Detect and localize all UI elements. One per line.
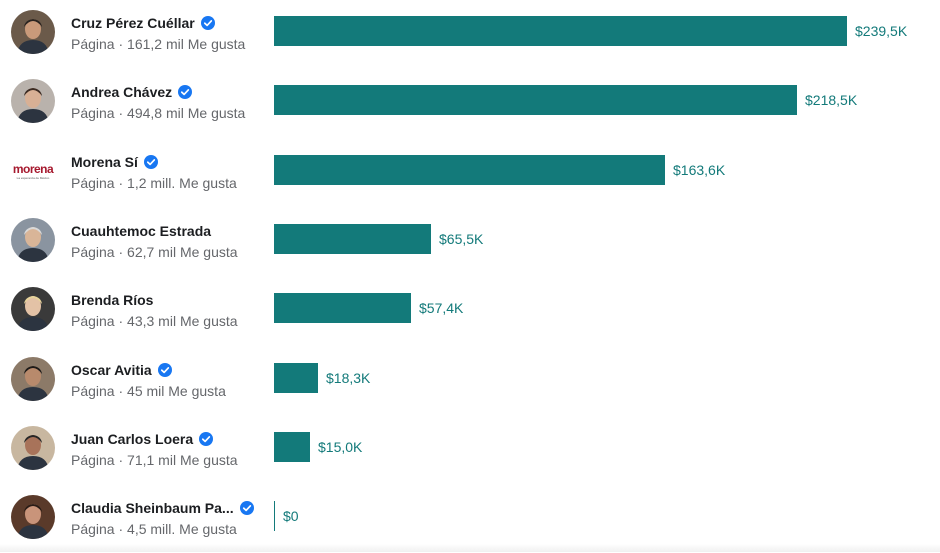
data-label: $239,5K	[855, 23, 908, 39]
bar	[274, 224, 431, 254]
chart-row: Andrea Chávez Página · 494,8 mil Me gust…	[0, 69, 940, 137]
page-subtitle: Página · 4,5 mill. Me gusta	[71, 521, 237, 537]
page-subtitle: Página · 62,7 mil Me gusta	[71, 244, 238, 260]
avatar[interactable]	[11, 495, 55, 539]
morena-logo[interactable]: morena La esperanza de México	[11, 149, 55, 193]
bar	[274, 293, 411, 323]
chart-row: morena La esperanza de México Morena Sí Pá…	[0, 139, 940, 207]
bar	[274, 155, 665, 185]
data-label: $57,4K	[419, 300, 464, 316]
chart-row: Oscar Avitia Página · 45 mil Me gusta $18…	[0, 347, 940, 415]
page-subtitle: Página · 494,8 mil Me gusta	[71, 105, 246, 121]
avatar[interactable]	[11, 10, 55, 54]
chart-row: Cuauhtemoc Estrada Página · 62,7 mil Me g…	[0, 208, 940, 276]
tick-label[interactable]: Claudia Sheinbaum Pa...	[71, 500, 234, 516]
tick-label[interactable]: Morena Sí	[71, 154, 138, 170]
bar	[274, 501, 275, 531]
verified-badge-icon	[178, 85, 193, 99]
page-subtitle: Página · 43,3 mil Me gusta	[71, 313, 238, 329]
data-label: $0	[283, 508, 299, 524]
verified-badge-icon	[200, 16, 215, 30]
tick-label[interactable]: Cuauhtemoc Estrada	[71, 223, 212, 239]
tick-label[interactable]: Oscar Avitia	[71, 362, 152, 378]
verified-badge-icon	[157, 363, 172, 377]
page-name-line: Cuauhtemoc Estrada	[71, 223, 211, 239]
page-subtitle: Página · 161,2 mil Me gusta	[71, 36, 246, 52]
morena-logo-text: morena	[12, 162, 54, 176]
data-label: $163,6K	[673, 162, 726, 178]
verified-badge-icon	[143, 155, 158, 169]
tick-label[interactable]: Brenda Ríos	[71, 292, 154, 308]
verified-badge-icon	[239, 501, 254, 515]
tick-label[interactable]: Juan Carlos Loera	[71, 431, 194, 447]
data-label: $18,3K	[326, 370, 371, 386]
page-name-line: Claudia Sheinbaum Pa...	[71, 500, 254, 516]
bar	[274, 85, 797, 115]
page-name-line: Cruz Pérez Cuéllar	[71, 15, 215, 31]
data-label: $218,5K	[805, 92, 858, 108]
bar	[274, 432, 310, 462]
avatar[interactable]	[11, 218, 55, 262]
avatar[interactable]	[11, 79, 55, 123]
page-subtitle: Página · 1,2 mill. Me gusta	[71, 175, 237, 191]
avatar[interactable]	[11, 287, 55, 331]
page-name-line: Andrea Chávez	[71, 84, 193, 100]
morena-logo-subtext: La esperanza de México	[16, 176, 50, 180]
tick-label[interactable]: Cruz Pérez Cuéllar	[71, 15, 195, 31]
page-name-line: Oscar Avitia	[71, 362, 172, 378]
data-label: $15,0K	[318, 439, 363, 455]
page-name-line: Morena Sí	[71, 154, 158, 170]
page-name-line: Juan Carlos Loera	[71, 431, 214, 447]
page-name-line: Brenda Ríos	[71, 292, 153, 308]
chart-row: Cruz Pérez Cuéllar Página · 161,2 mil Me…	[0, 0, 940, 68]
bottom-fade	[0, 544, 940, 552]
chart-row: Juan Carlos Loera Página · 71,1 mil Me g…	[0, 416, 940, 484]
page-subtitle: Página · 71,1 mil Me gusta	[71, 452, 238, 468]
bar	[274, 16, 847, 46]
page-subtitle: Página · 45 mil Me gusta	[71, 383, 226, 399]
chart-row: Claudia Sheinbaum Pa... Página · 4,5 mil…	[0, 485, 940, 553]
avatar[interactable]	[11, 426, 55, 470]
chart-row: Brenda Ríos Página · 43,3 mil Me gusta $57…	[0, 277, 940, 345]
bar	[274, 363, 318, 393]
verified-badge-icon	[199, 432, 214, 446]
tick-label[interactable]: Andrea Chávez	[71, 84, 173, 100]
data-label: $65,5K	[439, 231, 484, 247]
avatar[interactable]	[11, 357, 55, 401]
